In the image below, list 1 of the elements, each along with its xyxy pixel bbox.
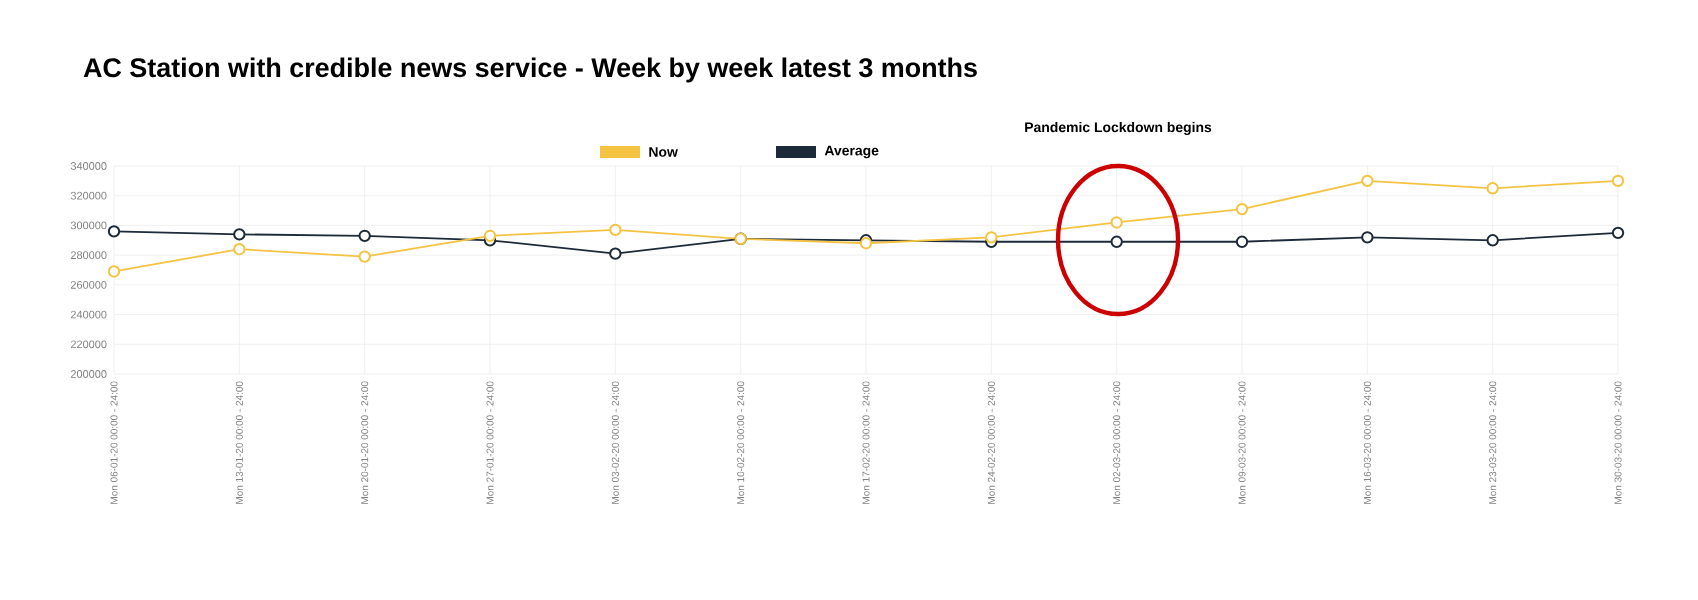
chart-title: AC Station with credible news service - Week by week latest 3 months [83, 57, 977, 83]
